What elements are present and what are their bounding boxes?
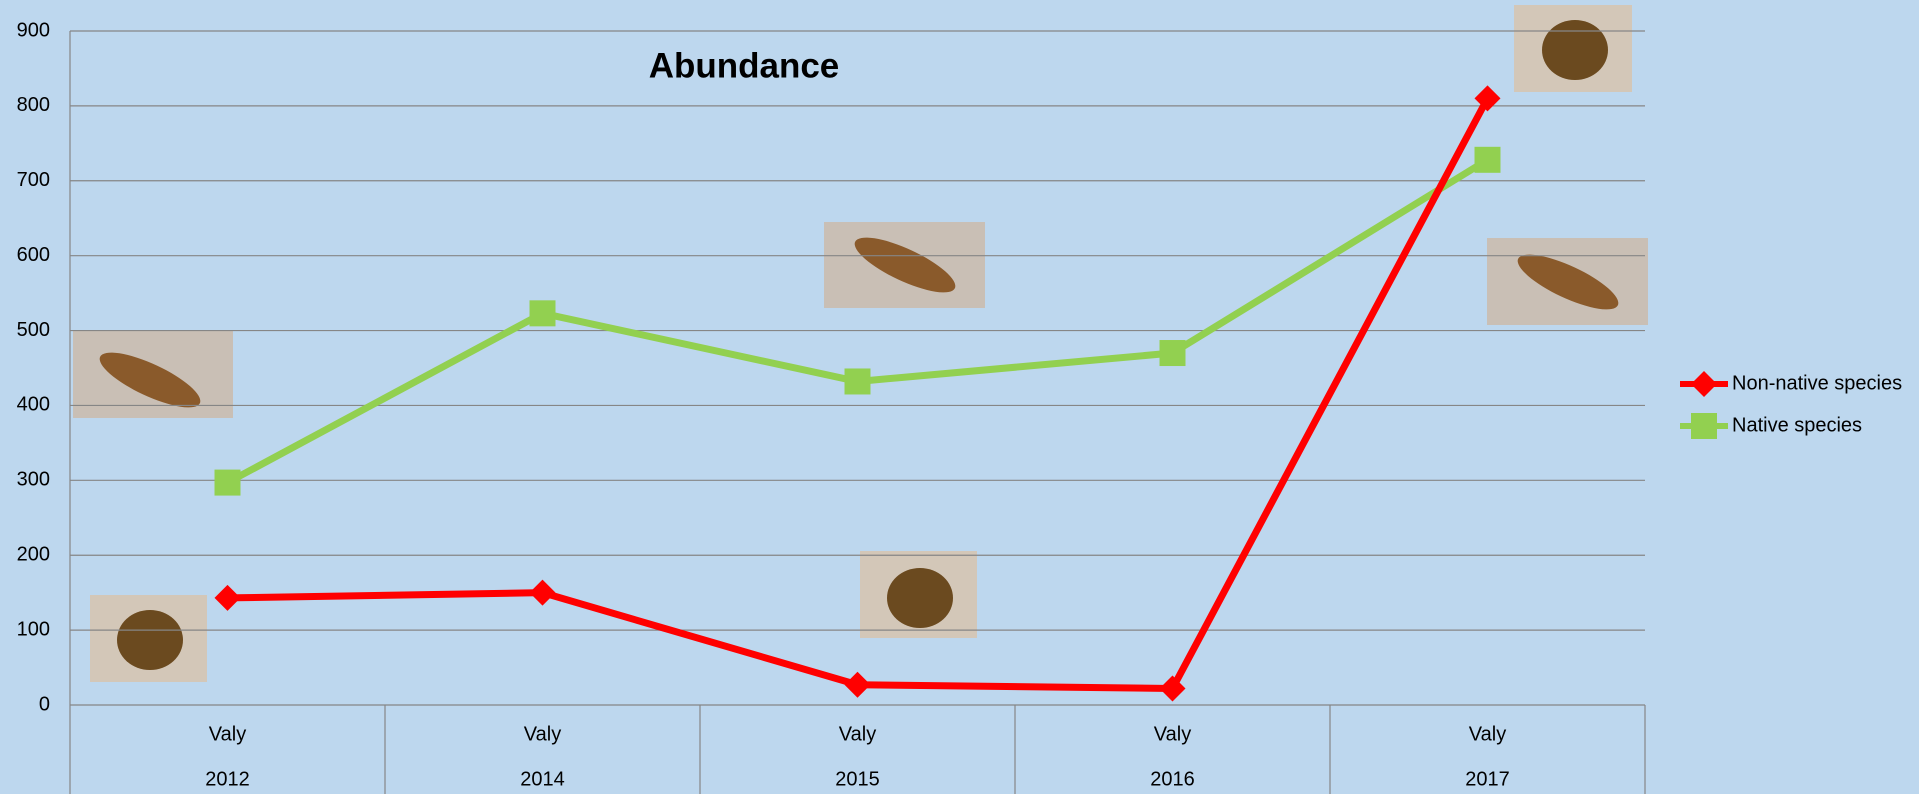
marker (214, 469, 241, 496)
y-tick-label: 600 (17, 244, 50, 266)
marker (844, 368, 871, 395)
snail (887, 568, 953, 628)
marker (1474, 146, 1501, 173)
y-tick-label: 0 (39, 693, 50, 715)
snail (1542, 20, 1608, 80)
y-tick-label: 700 (17, 169, 50, 191)
series-line (225, 156, 1490, 486)
marker (529, 579, 556, 606)
decorative-photos (73, 5, 1648, 682)
marker (1691, 371, 1717, 397)
y-tick-label: 100 (17, 618, 50, 640)
series (214, 146, 1501, 496)
marker (1159, 675, 1186, 702)
marker (844, 671, 871, 698)
marker (529, 300, 556, 327)
legend-label: Native species (1732, 414, 1862, 436)
grid (70, 30, 1645, 706)
chart-title: Abundance (649, 46, 840, 85)
x-tick-label: 2014 (520, 768, 565, 790)
y-tick-label: 900 (17, 19, 50, 41)
x-tick-label: Valy (839, 723, 876, 745)
x-tick-label: 2017 (1465, 768, 1510, 790)
x-tick-label: Valy (1154, 723, 1191, 745)
x-tick-label: 2016 (1150, 768, 1195, 790)
x-tick-label: Valy (524, 723, 561, 745)
snail (117, 610, 183, 670)
marker (1474, 85, 1501, 112)
x-tick-label: 2015 (835, 768, 880, 790)
x-tick-label: Valy (209, 723, 246, 745)
shrimp (1517, 254, 1619, 310)
y-tick-label: 400 (17, 394, 50, 416)
y-tick-label: 800 (17, 94, 50, 116)
series (214, 85, 1501, 702)
marker (214, 584, 241, 611)
marker (1159, 340, 1186, 367)
shrimp (854, 237, 956, 293)
legend-label: Non-native species (1732, 372, 1902, 394)
x-tick-label: 2012 (205, 768, 250, 790)
y-tick-label: 500 (17, 319, 50, 341)
marker (1691, 413, 1717, 439)
y-tick-label: 300 (17, 469, 50, 491)
x-tick-label: Valy (1469, 723, 1506, 745)
y-tick-label: 200 (17, 544, 50, 566)
shrimp (99, 352, 201, 408)
